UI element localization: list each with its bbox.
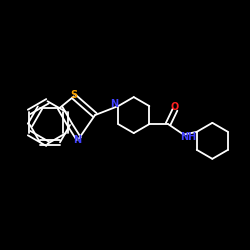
Text: O: O (171, 102, 179, 112)
Text: N: N (74, 135, 82, 145)
Text: N: N (110, 98, 118, 108)
Text: S: S (70, 90, 77, 100)
Text: NH: NH (180, 132, 196, 141)
